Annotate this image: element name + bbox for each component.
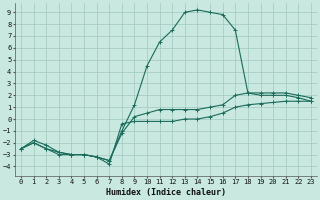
X-axis label: Humidex (Indice chaleur): Humidex (Indice chaleur) xyxy=(106,188,226,197)
